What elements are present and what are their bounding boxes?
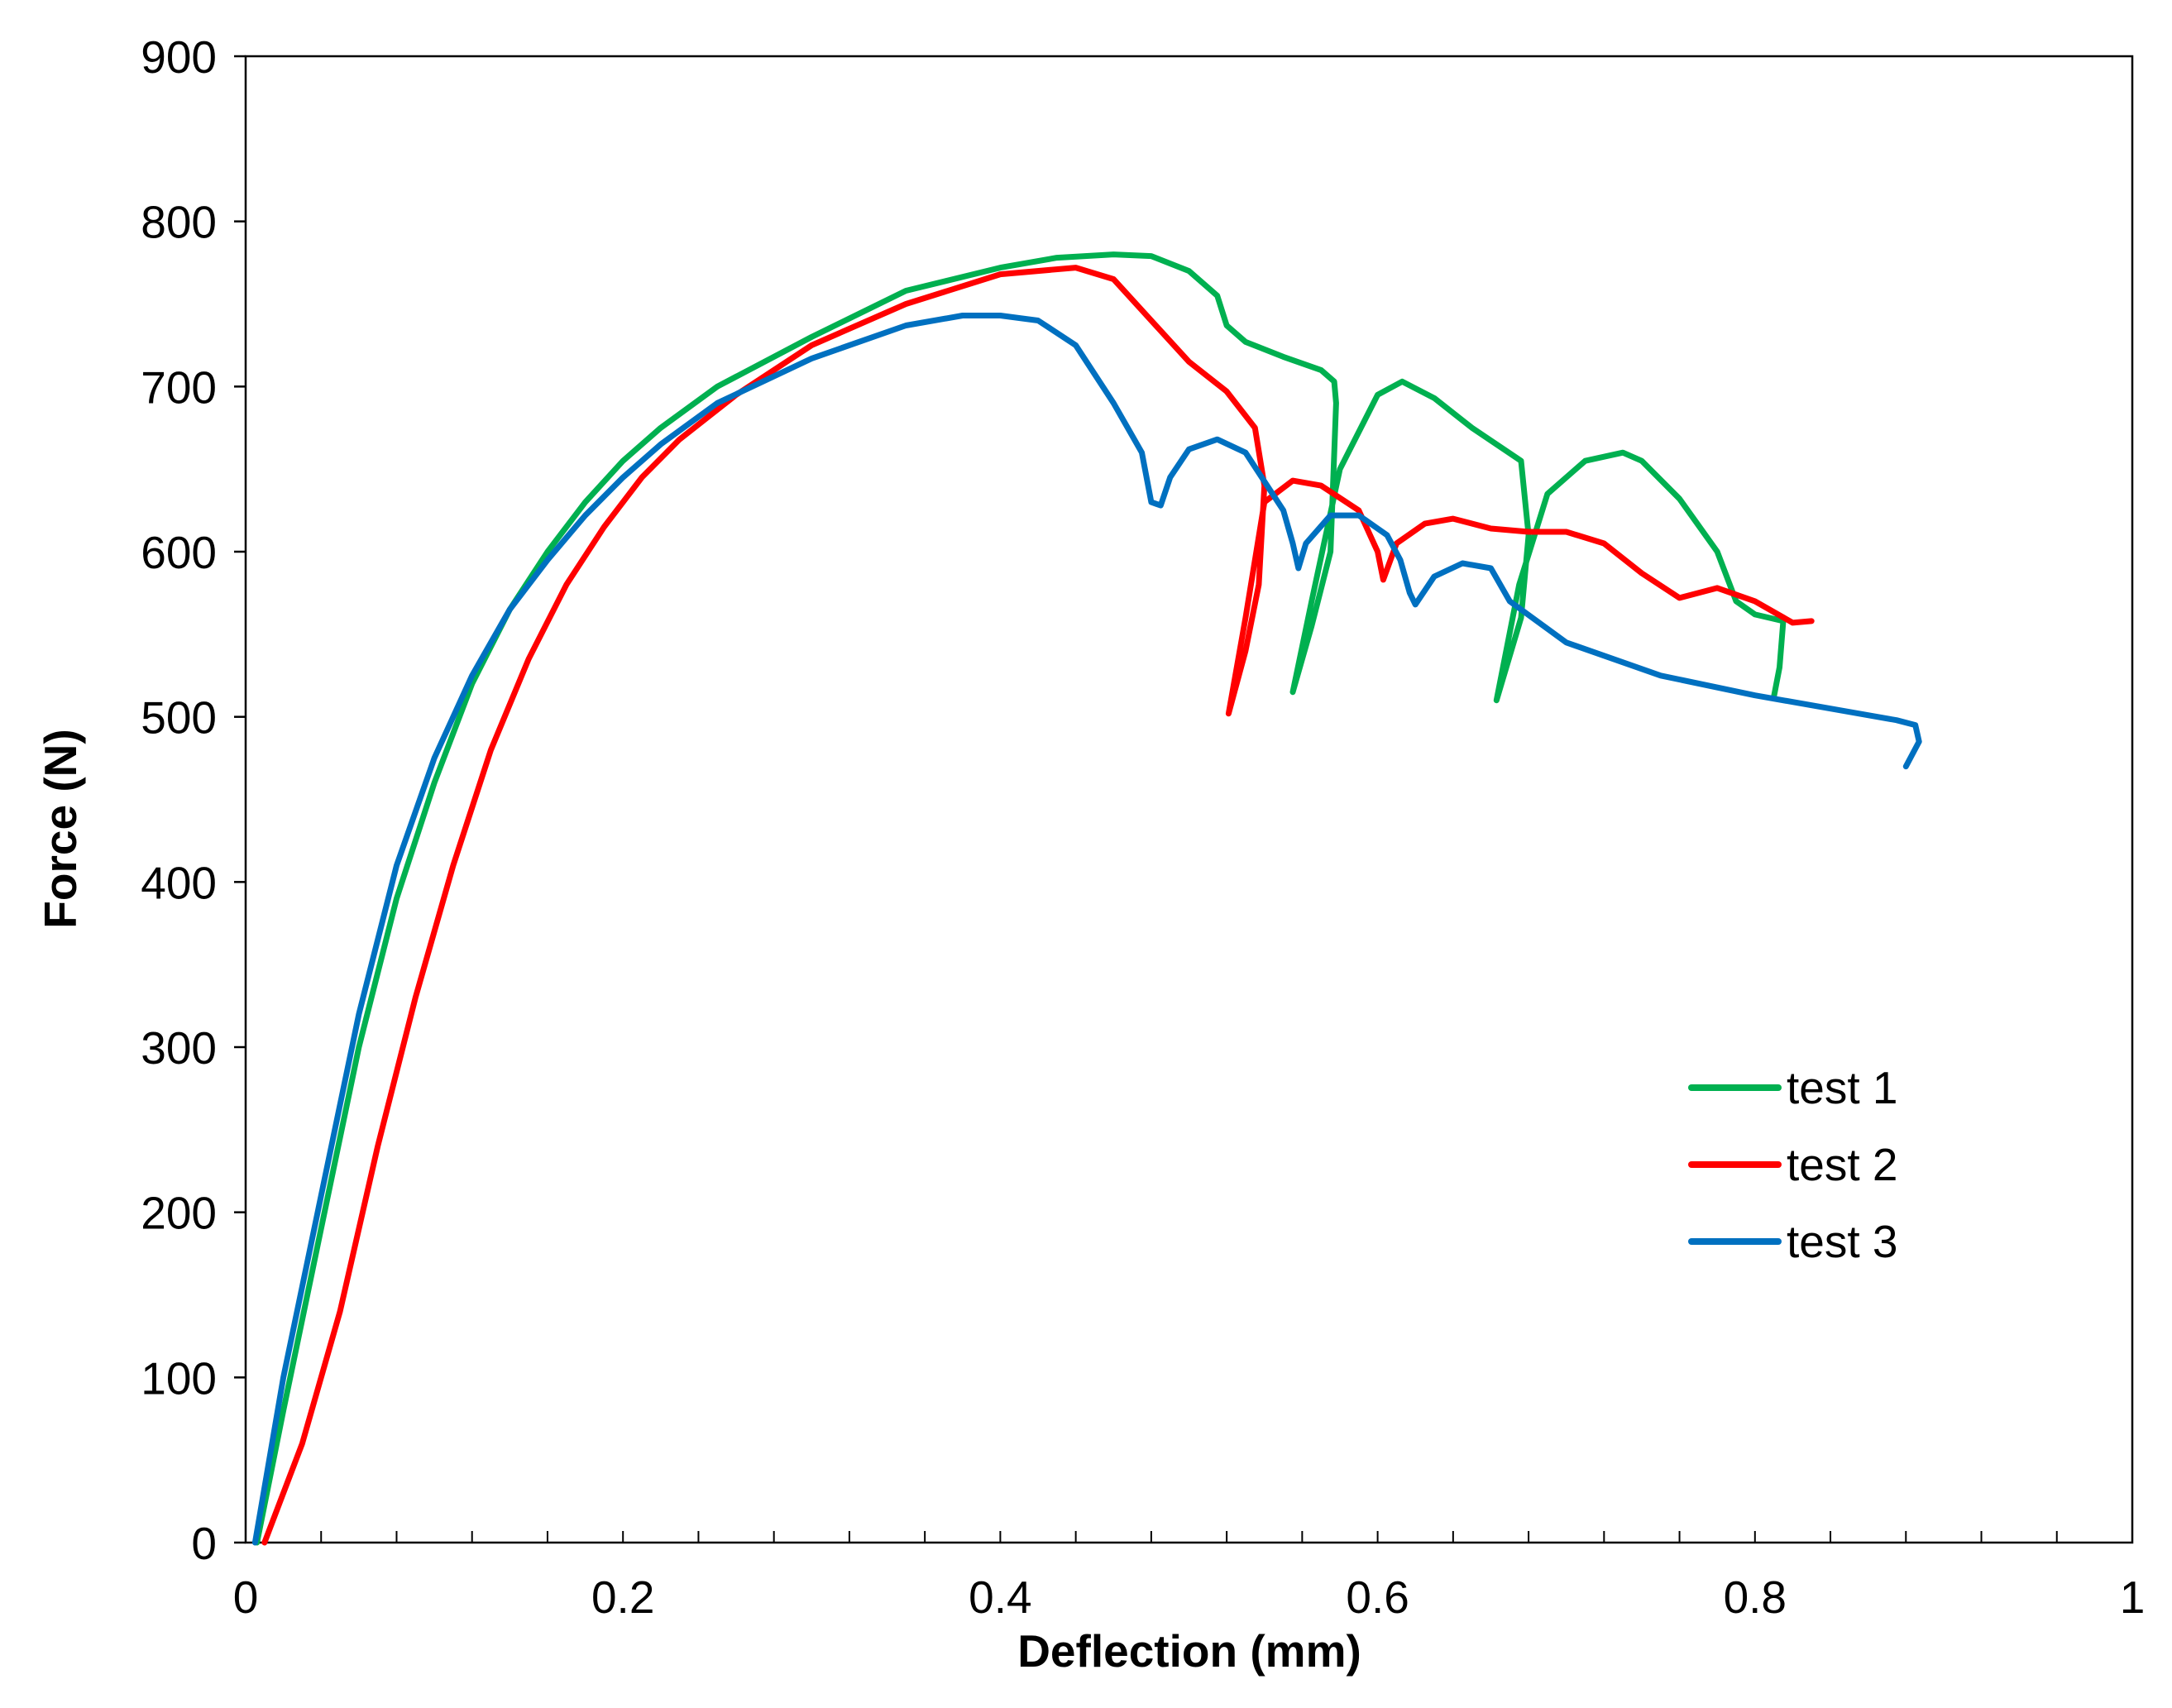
x-tick-label: 0.4 — [969, 1572, 1031, 1623]
y-axis-title: Force (N) — [35, 729, 86, 928]
series-line-test-1 — [254, 251, 1787, 1546]
legend-label-test-3: test 3 — [1787, 1216, 1898, 1267]
y-tick-label: 400 — [141, 857, 217, 908]
y-tick-label: 700 — [141, 361, 217, 413]
plot-area-border — [244, 55, 2134, 1544]
x-tick-label: 0 — [233, 1572, 259, 1623]
x-tick-label: 1 — [2120, 1572, 2146, 1623]
legend-label-test-2: test 2 — [1787, 1139, 1898, 1190]
x-tick-label: 0.2 — [591, 1572, 654, 1623]
x-axis-ticks: 0 0.2 0.4 0.6 0.8 1 — [233, 1531, 2146, 1623]
y-tick-label: 500 — [141, 692, 217, 744]
series-line-test-3 — [251, 313, 1922, 1546]
y-tick-label: 300 — [141, 1022, 217, 1074]
series-lines — [251, 251, 1922, 1546]
plot-frame — [244, 55, 2134, 1544]
y-tick-label: 900 — [141, 31, 217, 83]
x-tick-label: 0.6 — [1346, 1572, 1409, 1623]
legend: test 1 test 2 test 3 — [1688, 1062, 1898, 1267]
y-tick-label: 100 — [141, 1352, 217, 1404]
x-tick-label: 0.8 — [1724, 1572, 1787, 1623]
series-line-test-2 — [261, 265, 1815, 1546]
y-tick-label: 800 — [141, 197, 217, 248]
x-axis-title: Deflection (mm) — [1017, 1625, 1361, 1677]
y-tick-label: 0 — [191, 1518, 217, 1569]
legend-label-test-1: test 1 — [1787, 1062, 1898, 1113]
y-tick-label: 600 — [141, 527, 217, 578]
y-axis-ticks: 0 100 200 300 400 500 600 700 800 900 — [141, 31, 246, 1569]
y-tick-label: 200 — [141, 1188, 217, 1239]
